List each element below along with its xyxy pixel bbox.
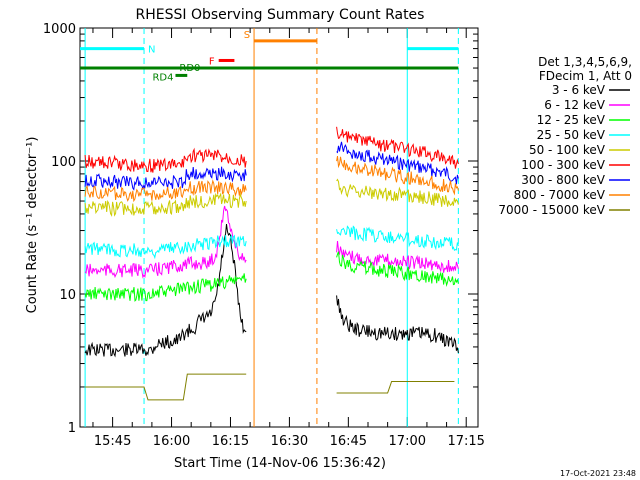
legend: Det 1,3,4,5,6,9,FDecim 1, Att 03 - 6 keV… bbox=[498, 55, 632, 217]
series-line bbox=[84, 179, 247, 203]
series-line bbox=[336, 241, 459, 273]
legend-entry-label: 300 - 800 keV bbox=[521, 173, 605, 187]
y-axis-label: Count Rate (s⁻¹ detector⁻¹) bbox=[25, 137, 40, 314]
legend-entry-label: 100 - 300 keV bbox=[521, 158, 605, 172]
x-tick-label: 16:15 bbox=[212, 434, 249, 449]
flag-label-rd4: RD4 bbox=[152, 72, 173, 83]
flag-label-rd0: RD0 bbox=[179, 63, 200, 74]
x-tick-label: 16:30 bbox=[271, 434, 308, 449]
legend-entry-label: 7000 - 15000 keV bbox=[498, 203, 605, 217]
series-line bbox=[84, 205, 247, 279]
legend-entry-label: 25 - 50 keV bbox=[537, 128, 606, 142]
legend-header-line: Det 1,3,4,5,6,9, bbox=[538, 55, 632, 69]
series-line bbox=[336, 295, 459, 354]
series-line bbox=[336, 178, 459, 207]
legend-entry-label: 6 - 12 keV bbox=[544, 98, 606, 112]
series-line bbox=[85, 373, 247, 401]
plot-area: 1 10 100 1000 15:45 16:00 16:15 16:30 16:45 17:00… bbox=[43, 22, 485, 449]
series-line bbox=[336, 251, 459, 287]
footer-date: 17-Oct-2021 23:48 bbox=[560, 469, 636, 478]
legend-entry-label: 12 - 25 keV bbox=[537, 113, 606, 127]
y-tick-label: 1000 bbox=[43, 22, 76, 37]
y-tick-label: 100 bbox=[51, 155, 76, 170]
series-line bbox=[84, 273, 247, 302]
series-line bbox=[84, 234, 247, 260]
series-line bbox=[336, 225, 459, 251]
series-line bbox=[336, 141, 459, 185]
flag-label-f: F bbox=[209, 56, 215, 67]
series-line bbox=[336, 381, 455, 394]
x-axis-label: Start Time (14-Nov-06 15:36:42) bbox=[174, 456, 386, 471]
legend-entry-label: 800 - 7000 keV bbox=[514, 188, 606, 202]
x-tick-label: 17:15 bbox=[447, 434, 484, 449]
x-tick-label: 16:00 bbox=[153, 434, 190, 449]
flag-label-n: N bbox=[148, 45, 155, 56]
series-line bbox=[84, 147, 247, 173]
series-line bbox=[84, 166, 247, 191]
series-line bbox=[84, 224, 247, 358]
y-tick-label: 1 bbox=[68, 421, 76, 436]
y-tick-label: 10 bbox=[59, 288, 76, 303]
legend-entry-label: 50 - 100 keV bbox=[529, 143, 606, 157]
chart-title: RHESSI Observing Summary Count Rates bbox=[136, 7, 425, 23]
plot-frame bbox=[79, 27, 479, 428]
flag-label-s: S bbox=[244, 30, 250, 41]
legend-entry-label: 3 - 6 keV bbox=[552, 83, 606, 97]
series-line bbox=[336, 126, 459, 169]
series-line bbox=[336, 156, 459, 196]
series-line bbox=[84, 192, 247, 217]
x-tick-label: 16:45 bbox=[330, 434, 367, 449]
legend-header-line: FDecim 1, Att 0 bbox=[539, 69, 632, 83]
x-tick-label: 17:00 bbox=[389, 434, 426, 449]
x-tick-label: 15:45 bbox=[94, 434, 131, 449]
